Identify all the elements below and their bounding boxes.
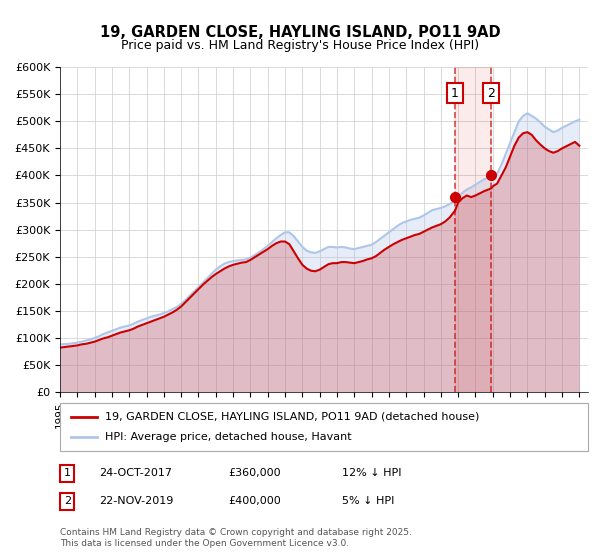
Text: 12% ↓ HPI: 12% ↓ HPI — [342, 468, 401, 478]
Text: Price paid vs. HM Land Registry's House Price Index (HPI): Price paid vs. HM Land Registry's House … — [121, 39, 479, 52]
Text: 2: 2 — [487, 87, 495, 100]
Text: 2: 2 — [64, 496, 71, 506]
Text: 19, GARDEN CLOSE, HAYLING ISLAND, PO11 9AD (detached house): 19, GARDEN CLOSE, HAYLING ISLAND, PO11 9… — [105, 412, 479, 422]
Text: 19, GARDEN CLOSE, HAYLING ISLAND, PO11 9AD: 19, GARDEN CLOSE, HAYLING ISLAND, PO11 9… — [100, 25, 500, 40]
Bar — [455, 67, 491, 392]
Text: 1: 1 — [451, 87, 459, 100]
Text: HPI: Average price, detached house, Havant: HPI: Average price, detached house, Hava… — [105, 432, 352, 442]
Text: 5% ↓ HPI: 5% ↓ HPI — [342, 496, 394, 506]
Text: £360,000: £360,000 — [228, 468, 281, 478]
FancyBboxPatch shape — [60, 403, 588, 451]
Text: 24-OCT-2017: 24-OCT-2017 — [99, 468, 172, 478]
Text: 1: 1 — [64, 468, 71, 478]
Text: Contains HM Land Registry data © Crown copyright and database right 2025.
This d: Contains HM Land Registry data © Crown c… — [60, 528, 412, 548]
Text: 22-NOV-2019: 22-NOV-2019 — [99, 496, 173, 506]
Text: £400,000: £400,000 — [228, 496, 281, 506]
